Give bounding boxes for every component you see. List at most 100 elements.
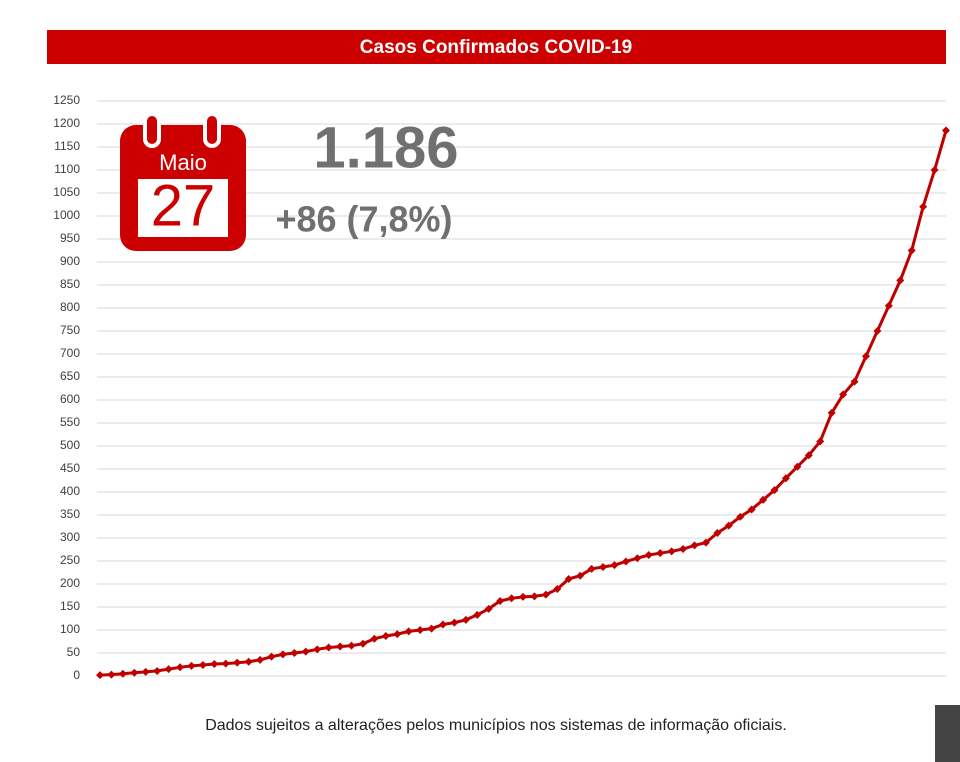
data-point [827,408,836,417]
data-point [861,352,870,361]
total-cases: 1.186 [313,115,458,180]
data-point [221,659,230,668]
y-tick-label: 1200 [53,116,80,130]
data-point [599,562,608,571]
data-point [907,246,916,255]
data-point [690,541,699,550]
data-point [781,474,790,483]
data-point [736,512,745,521]
data-point [816,437,825,446]
data-point [770,486,779,495]
data-point [336,642,345,651]
data-point [187,661,196,670]
data-point [301,647,310,656]
y-tick-label: 900 [60,254,80,268]
y-tick-label: 1100 [54,162,80,176]
data-point [701,538,710,547]
y-tick-label: 200 [60,576,80,590]
data-point [621,557,630,566]
y-tick-label: 850 [60,277,80,291]
data-point [118,669,127,678]
data-point [267,652,276,661]
y-tick-label: 1250 [53,93,80,107]
y-tick-label: 50 [67,645,81,659]
data-point [919,202,928,211]
calendar-icon [120,112,246,251]
data-point [724,521,733,530]
data-point [370,634,379,643]
data-point [256,655,265,664]
data-point [96,671,104,680]
y-tick-label: 1050 [53,185,80,199]
data-point [667,547,676,556]
data-point [233,658,242,667]
y-tick-label: 550 [60,415,80,429]
data-point [656,549,665,558]
data-point [381,631,390,640]
data-point [176,663,185,672]
y-tick-label: 1000 [53,208,80,222]
y-tick-label: 450 [60,461,80,475]
y-tick-label: 600 [60,392,80,406]
data-point [804,451,813,460]
data-point [404,627,413,636]
data-point [793,462,802,471]
footnote: Dados sujeitos a alterações pelos municí… [205,717,787,734]
y-tick-label: 300 [60,530,80,544]
data-point [198,660,207,669]
y-tick-label: 250 [60,553,80,567]
data-point [496,597,505,606]
data-point [873,327,882,335]
data-point [587,564,596,573]
data-point [519,592,527,601]
data-point [896,276,905,285]
data-point [164,665,173,674]
chart-title: Casos Confirmados COVID-19 [360,37,632,58]
data-point [644,551,653,560]
data-point [541,590,550,599]
title-bar [47,30,946,64]
data-point [839,390,848,399]
data-point [416,626,425,634]
calendar-month: Maio [159,150,207,175]
data-point [610,561,619,570]
data-point [930,166,939,174]
data-point [313,645,322,654]
data-point [530,592,539,601]
data-point [747,505,756,514]
data-point [461,615,470,624]
data-point [393,630,402,639]
data-point [244,657,253,666]
data-point [210,660,219,669]
data-point [438,620,447,629]
data-point [713,528,722,537]
data-point [141,667,150,676]
data-point [427,624,436,633]
data-point [347,641,356,650]
data-point [278,650,287,659]
y-tick-label: 150 [60,599,80,613]
y-tick-label: 400 [60,484,80,498]
data-point [576,571,585,580]
data-point [324,643,333,652]
data-point [290,649,299,657]
data-point [507,594,516,603]
data-point [850,377,859,386]
data-point [153,666,162,675]
data-point [450,618,459,627]
y-tick-label: 1150 [54,139,80,153]
plot [96,126,950,680]
y-tick-label: 500 [60,438,80,452]
y-tick-label: 650 [60,369,80,383]
data-point [759,495,768,504]
daily-change: +86 (7,8%) [275,199,452,240]
y-tick-label: 100 [60,622,80,636]
data-point [884,301,893,310]
corner-block [935,705,960,762]
y-tick-label: 800 [60,300,80,314]
data-point [553,585,562,594]
data-point [484,604,493,613]
data-point [473,610,482,619]
